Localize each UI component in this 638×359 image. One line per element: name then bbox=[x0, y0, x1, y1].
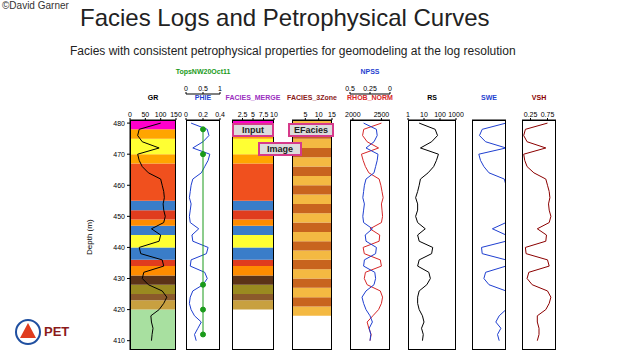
svg-text:0.4: 0.4 bbox=[215, 111, 225, 118]
html-text:Image: Image bbox=[267, 144, 293, 154]
svg-text:0.25: 0.25 bbox=[363, 85, 377, 92]
html-text:Facies Logs and Petrophysical: Facies Logs and Petrophysical Curves bbox=[80, 4, 490, 31]
html-text:FACIES_3Zone: FACIES_3Zone bbox=[287, 94, 337, 101]
html-text:Input: Input bbox=[242, 125, 264, 135]
svg-text:5: 5 bbox=[251, 111, 255, 118]
html-text:SWE: SWE bbox=[481, 94, 497, 101]
svg-text:410: 410 bbox=[113, 337, 125, 344]
html-text:VSH: VSH bbox=[531, 94, 547, 101]
svg-text:0.75: 0.75 bbox=[541, 111, 555, 118]
svg-text:5: 5 bbox=[303, 111, 307, 118]
svg-text:10: 10 bbox=[270, 111, 278, 118]
svg-text:480: 480 bbox=[113, 120, 125, 127]
html-text:NPSS: NPSS bbox=[360, 68, 380, 75]
svg-text:7.5: 7.5 bbox=[259, 111, 269, 118]
svg-text:1: 1 bbox=[406, 111, 410, 118]
svg-text:430: 430 bbox=[113, 275, 125, 282]
html-text:PET: PET bbox=[44, 324, 70, 339]
svg-text:2000: 2000 bbox=[345, 111, 361, 118]
svg-text:440: 440 bbox=[113, 244, 125, 251]
svg-text:460: 460 bbox=[113, 182, 125, 189]
html-text:EFacies: EFacies bbox=[294, 125, 328, 135]
svg-text:0.2: 0.2 bbox=[198, 111, 208, 118]
html-text:RS: RS bbox=[427, 94, 437, 101]
html-text:RHOB_NORM: RHOB_NORM bbox=[347, 94, 393, 101]
html-text:PHIE: PHIE bbox=[194, 94, 212, 101]
svg-text:2500: 2500 bbox=[374, 111, 390, 118]
svg-text:2.5: 2.5 bbox=[238, 111, 248, 118]
svg-text:0.5: 0.5 bbox=[345, 85, 355, 92]
html-text:©David Garner: ©David Garner bbox=[2, 0, 69, 11]
svg-text:470: 470 bbox=[113, 151, 125, 158]
svg-text:0: 0 bbox=[184, 111, 188, 118]
svg-text:450: 450 bbox=[113, 213, 125, 220]
html-text:Facies with consistent petroph: Facies with consistent petrophysical pro… bbox=[70, 44, 516, 58]
svg-text:0: 0 bbox=[128, 111, 132, 118]
html-text:TopsNW20Oct11: TopsNW20Oct11 bbox=[175, 68, 231, 75]
svg-text:10: 10 bbox=[315, 111, 323, 118]
svg-text:100: 100 bbox=[155, 111, 167, 118]
svg-text:0.5: 0.5 bbox=[198, 85, 208, 92]
svg-text:0: 0 bbox=[388, 85, 392, 92]
svg-text:0: 0 bbox=[184, 85, 188, 92]
svg-text:10: 10 bbox=[420, 111, 428, 118]
svg-text:15: 15 bbox=[328, 111, 336, 118]
svg-text:150: 150 bbox=[170, 111, 182, 118]
html-text:FACIES_MERGE: FACIES_MERGE bbox=[225, 94, 281, 101]
svg-text:50: 50 bbox=[141, 111, 149, 118]
html-text:GR: GR bbox=[147, 94, 159, 101]
svg-text:100: 100 bbox=[434, 111, 446, 118]
svg-text:1000: 1000 bbox=[448, 111, 464, 118]
svg-text:0.25: 0.25 bbox=[524, 111, 538, 118]
svg-text:420: 420 bbox=[113, 306, 125, 313]
svg-text:1: 1 bbox=[218, 85, 222, 92]
svg-text:Depth (m): Depth (m) bbox=[85, 219, 94, 255]
